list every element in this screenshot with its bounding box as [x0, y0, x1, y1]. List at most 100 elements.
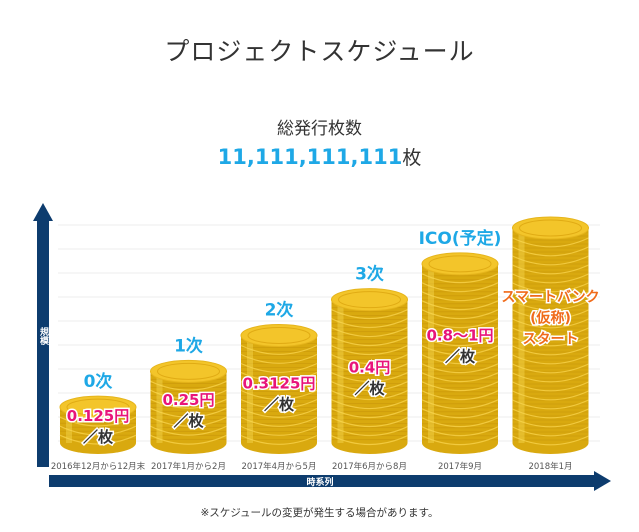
- coin-rim: [240, 434, 318, 445]
- coin-rim: [512, 426, 589, 437]
- coin-highlight: [156, 371, 163, 443]
- coin-stack: [331, 288, 408, 454]
- stage-label: 0次: [84, 371, 113, 392]
- coin-top-face: [512, 216, 589, 240]
- price-amount: 0.3125円: [243, 375, 316, 393]
- coin-rim: [240, 380, 318, 391]
- coin-highlight: [66, 407, 72, 443]
- coin-rim: [240, 353, 318, 364]
- coin-top-inner: [66, 398, 130, 416]
- coin-stack: [240, 324, 318, 454]
- y-axis-bar: [37, 219, 49, 467]
- coin-rim: [240, 344, 318, 355]
- stage-label: ICO(予定): [419, 228, 502, 249]
- category-label: 2017年9月: [438, 461, 482, 472]
- coin-rim: [512, 309, 589, 320]
- coin-rim: [512, 282, 589, 293]
- coin-rim: [421, 273, 499, 284]
- coin-rim: [421, 417, 499, 428]
- coin-rim: [421, 309, 499, 320]
- coin-rim: [421, 345, 499, 356]
- x-axis-label: 時系列: [306, 476, 333, 488]
- coin-rim: [331, 318, 408, 329]
- coin-rim: [150, 380, 227, 391]
- price-per: ／枚: [83, 428, 114, 446]
- coin-stack: [421, 252, 499, 454]
- coin-stacks: 0次 0.125円 ／枚 1次 0.25円 ／枚 2次 0.3125円 ／枚 3次 0.4円 ／枚 IC…: [59, 216, 601, 454]
- coin-rim: [512, 273, 589, 284]
- category-labels: 2016年12月から12月末 2017年1月から2月 2017年4月から5月 2017…: [51, 461, 573, 472]
- stage-label: 3次: [355, 264, 384, 285]
- price-per: ／枚: [445, 347, 476, 365]
- y-axis-label: 規模: [38, 326, 49, 346]
- coin-rim: [150, 398, 227, 409]
- coin-rim: [421, 435, 499, 446]
- coin-rim: [421, 363, 499, 374]
- coin-rim: [240, 362, 318, 373]
- coin-rim: [512, 408, 589, 419]
- coin-stack-bottom: [512, 432, 589, 454]
- coin-rim: [512, 381, 589, 392]
- coin-rim: [240, 389, 318, 400]
- coin-rim: [421, 354, 499, 365]
- grid-lines: [58, 224, 600, 442]
- coin-top-inner: [338, 291, 401, 309]
- stage-label: 1次: [174, 335, 203, 356]
- price-per: ／枚: [173, 412, 204, 430]
- category-label: 2016年12月から12月末: [51, 461, 146, 472]
- coin-rim: [331, 408, 408, 419]
- coin-highlight: [337, 299, 344, 443]
- coin-rim: [59, 425, 137, 436]
- total-issue-number: 11,111,111,111: [217, 145, 403, 169]
- category-label: 2017年1月から2月: [151, 461, 226, 472]
- coin-rim: [512, 435, 589, 446]
- coin-rim: [421, 408, 499, 419]
- coin-stack-bottom: [331, 432, 408, 454]
- coin-rim: [421, 291, 499, 302]
- coin-rim: [421, 282, 499, 293]
- stage-label: 2次: [265, 300, 294, 321]
- coin-rim: [240, 371, 318, 382]
- category-label: 2017年4月から5月: [242, 461, 317, 472]
- coin-highlight: [428, 263, 434, 443]
- coin-rim: [512, 255, 589, 266]
- coin-stack-bottom: [241, 432, 317, 454]
- coin-stack: [150, 359, 227, 454]
- coin-stack-bottom: [422, 432, 498, 454]
- coin-rim: [512, 264, 589, 275]
- coin-stack: [512, 216, 589, 454]
- coin-rim: [331, 354, 408, 365]
- coin-top-inner: [428, 255, 492, 273]
- coin-rim: [240, 407, 318, 418]
- coin-rim: [240, 398, 318, 409]
- price-per: ／枚: [354, 380, 385, 398]
- footnote: ※スケジュールの変更が発生する場合があります。: [200, 507, 439, 519]
- coin-top-face: [331, 288, 408, 312]
- coin-rim: [331, 417, 408, 428]
- coin-stack-body: [241, 335, 317, 443]
- price-per: ／枚: [264, 396, 295, 414]
- total-issue-value: 11,111,111,111枚: [0, 143, 639, 170]
- coin-top-inner: [247, 327, 311, 344]
- axes: 規模 時系列: [33, 203, 611, 491]
- coin-rim: [150, 425, 227, 436]
- coin-stack: [59, 395, 137, 454]
- coin-stack-bottom: [60, 432, 136, 454]
- coin-rim: [331, 390, 408, 401]
- price-amount: 0.4円: [349, 359, 391, 377]
- coin-rim: [421, 300, 499, 311]
- x-axis-arrowhead: [594, 471, 611, 491]
- coin-rim: [512, 318, 589, 329]
- coin-top-inner: [157, 362, 220, 380]
- price-amount: スマートバンク: [501, 289, 599, 305]
- coin-rim: [421, 318, 499, 329]
- coin-rim: [512, 363, 589, 374]
- coin-rim: [150, 407, 227, 418]
- x-axis-bar: [49, 475, 596, 487]
- coin-rim: [331, 372, 408, 383]
- coin-rim: [421, 336, 499, 347]
- coin-rim: [512, 237, 589, 248]
- price-extra: スタート: [523, 331, 579, 347]
- coin-rim: [421, 327, 499, 338]
- coin-rim: [512, 417, 589, 428]
